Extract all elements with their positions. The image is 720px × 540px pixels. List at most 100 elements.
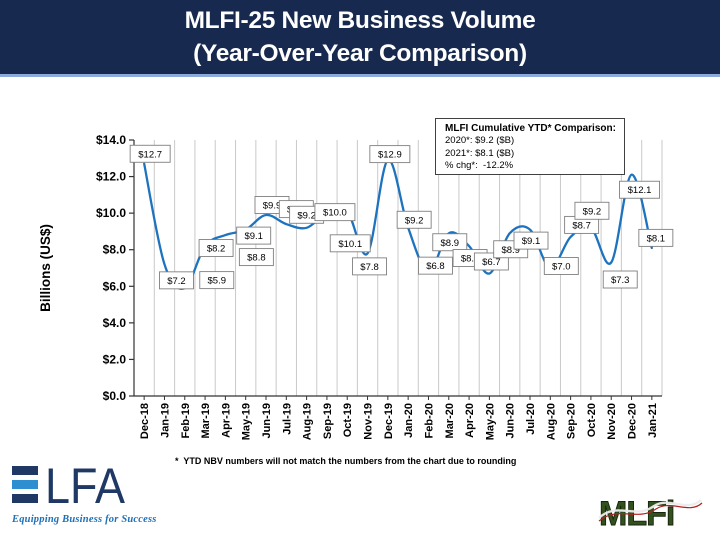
- data-label: $8.9: [501, 245, 520, 256]
- y-axis-title: Billions (US$): [38, 224, 53, 312]
- x-axis-label: Dec-18: [139, 403, 151, 439]
- elfa-e-bar-middle: [12, 480, 38, 489]
- mlfi-chart-line-white: [598, 499, 702, 519]
- data-label: $8.2: [461, 254, 480, 265]
- x-axis-label: Mar-20: [444, 403, 456, 438]
- x-axis-label: Aug-19: [302, 403, 314, 440]
- data-label-box: [432, 233, 468, 252]
- y-axis-tick-label: $8.0: [103, 243, 127, 257]
- x-axis-label: Feb-20: [423, 403, 435, 438]
- y-axis-tick-label: $12.0: [96, 170, 126, 184]
- x-axis-label: Nov-20: [606, 403, 618, 440]
- data-label: $8.8: [247, 253, 266, 264]
- y-axis-tick-label: $6.0: [103, 279, 127, 293]
- footnote: * YTD NBV numbers will not match the num…: [175, 456, 517, 466]
- x-axis-label: Apr-19: [220, 403, 232, 438]
- slide-title-line-1: MLFI-25 New Business Volume: [184, 7, 536, 34]
- data-label-box: [396, 210, 432, 229]
- data-label-box: [198, 239, 234, 258]
- x-axis-label: Jan-20: [403, 403, 415, 438]
- x-axis-label: Jul-19: [281, 403, 293, 435]
- y-axis-tick-label: $0.0: [103, 389, 127, 403]
- data-label-box: [574, 201, 610, 220]
- data-label: $12.7: [138, 149, 162, 160]
- data-label: $7.2: [167, 276, 186, 287]
- x-axis-label: Nov-19: [363, 403, 375, 440]
- data-label-box: [238, 248, 274, 267]
- x-axis-label: Jun-19: [261, 403, 273, 438]
- data-label: $8.7: [572, 220, 591, 231]
- data-label: $12.1: [628, 185, 652, 196]
- ytd-comparison-box: MLFI Cumulative YTD* Comparison: 2020*: …: [435, 118, 625, 175]
- x-axis-label: Dec-19: [383, 403, 395, 439]
- data-label-box: [159, 271, 194, 290]
- ytd-box-line-pct-change: % chg*: -12.2%: [445, 159, 514, 171]
- title-bar: MLFI-25 New Business Volume (Year-Over-Y…: [0, 0, 720, 77]
- y-axis-tick-label: $2.0: [103, 352, 127, 366]
- data-label: $8.2: [207, 244, 226, 255]
- data-label-box: [352, 257, 387, 276]
- data-label-box: [129, 144, 171, 163]
- elfa-tagline: Equipping Business for Success: [12, 514, 157, 525]
- data-label: $9.2: [297, 210, 316, 221]
- x-axis-label: Aug-20: [545, 403, 557, 440]
- data-label-box: [513, 231, 549, 250]
- x-axis-label: Jan-19: [159, 403, 171, 438]
- mlfi-chart-line-red: [598, 502, 703, 522]
- data-label-box: [369, 145, 411, 164]
- slide-title-line-2: (Year-Over-Year Comparison): [193, 40, 527, 67]
- data-label: $7.0: [552, 262, 571, 273]
- data-label-box: [638, 228, 674, 247]
- elfa-logo: LFA Equipping Business for Success: [12, 458, 162, 525]
- elfa-logo-mark: LFA: [12, 458, 126, 514]
- x-axis-label: Jul-20: [525, 403, 537, 435]
- data-label: $9.2: [405, 215, 424, 226]
- x-axis-label: Oct-20: [586, 403, 598, 437]
- data-label-box: [329, 234, 371, 253]
- y-axis-tick-label: $10.0: [96, 206, 126, 220]
- data-label-box: [314, 203, 356, 222]
- data-label: $8.9: [441, 238, 460, 249]
- data-label: $6.7: [482, 257, 501, 268]
- nbv-series-line: [143, 158, 653, 290]
- x-axis-label: May-20: [484, 403, 496, 440]
- data-label: $7.3: [611, 275, 630, 286]
- mlfi-logo: MLFi: [597, 493, 703, 540]
- x-axis-label: Jan-21: [647, 403, 659, 438]
- ytd-box-line-2020: 2020*: $9.2 ($B): [445, 135, 515, 147]
- x-axis-label: Oct-19: [342, 403, 354, 437]
- data-label-box: [199, 271, 235, 290]
- x-axis-label: Dec-20: [627, 403, 639, 439]
- y-axis-tick-label: $4.0: [103, 316, 127, 330]
- mlfi-logo-mark: MLFi: [598, 495, 703, 533]
- data-label-box: [619, 180, 660, 199]
- data-label: $10.1: [338, 239, 362, 250]
- x-axis-label: Jun-20: [505, 403, 517, 438]
- data-label-box: [236, 226, 272, 245]
- x-axis-label: Sep-19: [322, 403, 334, 439]
- data-label: $8.1: [647, 233, 666, 244]
- data-label: $6.8: [426, 261, 445, 272]
- data-label: $9.1: [244, 231, 263, 242]
- data-label: $9.1: [522, 236, 541, 247]
- x-axis-label: Mar-19: [200, 403, 212, 438]
- elfa-e-bar-bottom: [12, 494, 38, 503]
- y-axis-tick-label: $14.0: [96, 133, 126, 147]
- x-axis-label: Feb-19: [180, 403, 192, 438]
- ytd-box-line-2021: 2021*: $8.1 ($B): [445, 147, 515, 159]
- data-label-box: [602, 270, 638, 289]
- x-axis-label: Sep-20: [566, 403, 578, 439]
- data-label-box: [543, 257, 579, 275]
- ytd-box-title: MLFI Cumulative YTD* Comparison:: [445, 123, 616, 134]
- data-label-box: [418, 256, 453, 275]
- data-label: $9.9: [263, 200, 282, 211]
- data-label: $5.9: [208, 276, 227, 287]
- elfa-letters: LFA: [45, 463, 126, 508]
- x-axis-label: Apr-20: [464, 403, 476, 438]
- data-label: $9.2: [583, 206, 602, 217]
- data-label: $10.0: [323, 208, 347, 219]
- data-label: $12.9: [378, 150, 402, 161]
- elfa-e-bar-top: [12, 466, 38, 475]
